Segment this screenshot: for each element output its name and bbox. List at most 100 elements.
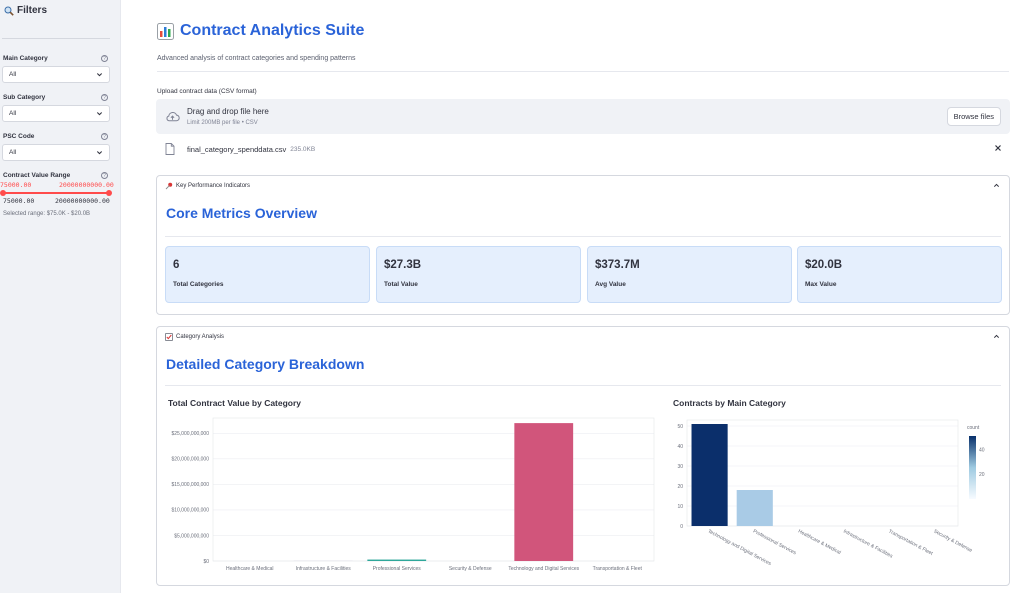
main-category-value: All bbox=[9, 71, 17, 78]
y-tick-label: $20,000,000,000 bbox=[171, 457, 209, 463]
chevron-up-icon[interactable] bbox=[993, 182, 1000, 189]
file-name: final_category_spenddata.csv bbox=[187, 144, 287, 154]
help-icon[interactable]: ? bbox=[101, 133, 108, 140]
value-by-category-chart: $0 $5,000,000,000 $10,000,000,000 $15,000,0… bbox=[171, 417, 655, 572]
category-expander-header[interactable]: Category Analysis bbox=[165, 333, 224, 341]
metric-value: $373.7M bbox=[595, 259, 640, 271]
y-tick-label: $10,000,000,000 bbox=[171, 508, 209, 514]
range-slider-track[interactable] bbox=[3, 192, 109, 194]
colorbar-title: count bbox=[967, 425, 980, 431]
metric-value: $20.0B bbox=[805, 259, 843, 271]
x-tick-label: Professional Services bbox=[373, 566, 422, 572]
dropzone-text: Drag and drop file here bbox=[187, 107, 269, 116]
plot-frame bbox=[686, 419, 959, 527]
kpi-section-title: Core Metrics Overview bbox=[166, 205, 317, 221]
chevron-up-icon[interactable] bbox=[993, 333, 1000, 340]
x-tick-label: Infrastructure & Facilities bbox=[296, 566, 352, 572]
metric-value: 6 bbox=[173, 259, 180, 271]
cloud-upload-icon bbox=[166, 111, 180, 122]
y-tick-label: 20 bbox=[677, 484, 683, 490]
divider bbox=[165, 236, 1001, 237]
range-min-value: 75000.00 bbox=[3, 197, 35, 205]
sub-category-select[interactable]: All bbox=[2, 105, 110, 122]
bar[interactable] bbox=[736, 490, 773, 526]
pushpin-icon bbox=[165, 182, 173, 190]
uploaded-file-row: final_category_spenddata.csv 235.0KB bbox=[165, 141, 1010, 157]
x-tick-label: Healthcare & Medical bbox=[797, 528, 842, 556]
psc-code-select[interactable]: All bbox=[2, 144, 110, 161]
y-tick-label: $5,000,000,000 bbox=[174, 533, 209, 539]
colorbar-tick-label: 20 bbox=[979, 472, 985, 478]
x-tick-label: Infrastructure & Facilities bbox=[842, 528, 894, 559]
plot-frame bbox=[212, 417, 655, 562]
dropzone-limit: Limit 200MB per file • CSV bbox=[187, 120, 258, 126]
metric-value: $27.3B bbox=[384, 259, 422, 271]
x-tick-label: Transportation & Fleet bbox=[887, 528, 934, 557]
metric-card: $20.0B Max Value bbox=[797, 246, 1002, 303]
metric-label: Max Value bbox=[805, 281, 837, 288]
divider bbox=[165, 385, 1001, 386]
metric-label: Avg Value bbox=[595, 281, 626, 288]
x-tick-label: Security & Defense bbox=[932, 528, 973, 553]
main-category-label: Main Category bbox=[3, 55, 48, 62]
help-icon[interactable]: ? bbox=[101, 55, 108, 62]
sidebar: Filters Main Category ? All Sub Category… bbox=[0, 0, 121, 593]
y-tick-label: $0 bbox=[203, 559, 209, 565]
help-icon[interactable]: ? bbox=[101, 172, 108, 179]
y-tick-label: $25,000,000,000 bbox=[171, 431, 209, 437]
range-min-thumb-label: 75000.00 bbox=[0, 181, 32, 189]
contract-value-range-label: Contract Value Range bbox=[3, 172, 71, 179]
y-tick-label: $15,000,000,000 bbox=[171, 482, 209, 488]
divider bbox=[157, 71, 1009, 72]
metric-card: $27.3B Total Value bbox=[376, 246, 581, 303]
metric-label: Total Value bbox=[384, 281, 418, 288]
chevron-down-icon bbox=[96, 151, 103, 155]
bar[interactable] bbox=[514, 423, 574, 561]
x-tick-label: Healthcare & Medical bbox=[226, 566, 274, 572]
chart-title-count: Contracts by Main Category bbox=[673, 398, 786, 408]
checkbox-icon bbox=[165, 333, 173, 341]
page-title: Contract Analytics Suite bbox=[157, 22, 364, 40]
chart-title-value: Total Contract Value by Category bbox=[168, 398, 302, 408]
kpi-expander-header[interactable]: Key Performance Indicators bbox=[165, 182, 250, 190]
category-section-title: Detailed Category Breakdown bbox=[166, 356, 365, 372]
psc-code-label: PSC Code bbox=[3, 133, 35, 140]
range-max-thumb-label: 20000000000.00 bbox=[59, 181, 114, 189]
y-tick-label: 50 bbox=[677, 424, 683, 430]
range-min-thumb[interactable] bbox=[0, 190, 6, 196]
colorbar-tick-label: 40 bbox=[979, 447, 985, 453]
bar[interactable] bbox=[367, 559, 427, 561]
metric-card: $373.7M Avg Value bbox=[587, 246, 792, 303]
range-selected-note: Selected range: $75.0K - $20.0B bbox=[3, 211, 91, 217]
file-dropzone[interactable]: Drag and drop file here Limit 200MB per … bbox=[156, 99, 1010, 134]
help-icon[interactable]: ? bbox=[101, 94, 108, 101]
file-icon bbox=[165, 143, 175, 155]
x-tick-label: Technology and Digital Services bbox=[508, 566, 579, 572]
sub-category-value: All bbox=[9, 110, 17, 117]
y-tick-label: 30 bbox=[677, 464, 683, 470]
browse-files-button[interactable]: Browse files bbox=[946, 107, 1001, 126]
x-tick-label: Professional Services bbox=[752, 528, 798, 556]
colorbar bbox=[969, 436, 976, 499]
bar[interactable] bbox=[691, 424, 728, 526]
x-tick-label: Transportation & Fleet bbox=[593, 566, 643, 572]
category-expander: Category Analysis Detailed Category Brea… bbox=[156, 326, 1010, 586]
bar-chart-icon bbox=[157, 22, 174, 40]
file-size: 235.0KB bbox=[290, 145, 316, 153]
metric-label: Total Categories bbox=[173, 281, 224, 288]
y-tick-label: 10 bbox=[677, 504, 683, 510]
psc-code-value: All bbox=[9, 149, 17, 156]
main-category-select[interactable]: All bbox=[2, 66, 110, 83]
metric-card: 6 Total Categories bbox=[165, 246, 370, 303]
x-tick-label: Security & Defense bbox=[449, 566, 492, 572]
close-icon[interactable] bbox=[993, 143, 1003, 153]
chevron-down-icon bbox=[96, 112, 103, 116]
y-tick-label: 0 bbox=[680, 524, 683, 530]
range-max-value: 20000000000.00 bbox=[55, 197, 110, 205]
chevron-down-icon bbox=[96, 73, 103, 77]
search-icon bbox=[4, 6, 14, 16]
page-subtitle: Advanced analysis of contract categories… bbox=[157, 55, 356, 62]
sub-category-label: Sub Category bbox=[3, 94, 46, 101]
range-max-thumb[interactable] bbox=[106, 190, 112, 196]
